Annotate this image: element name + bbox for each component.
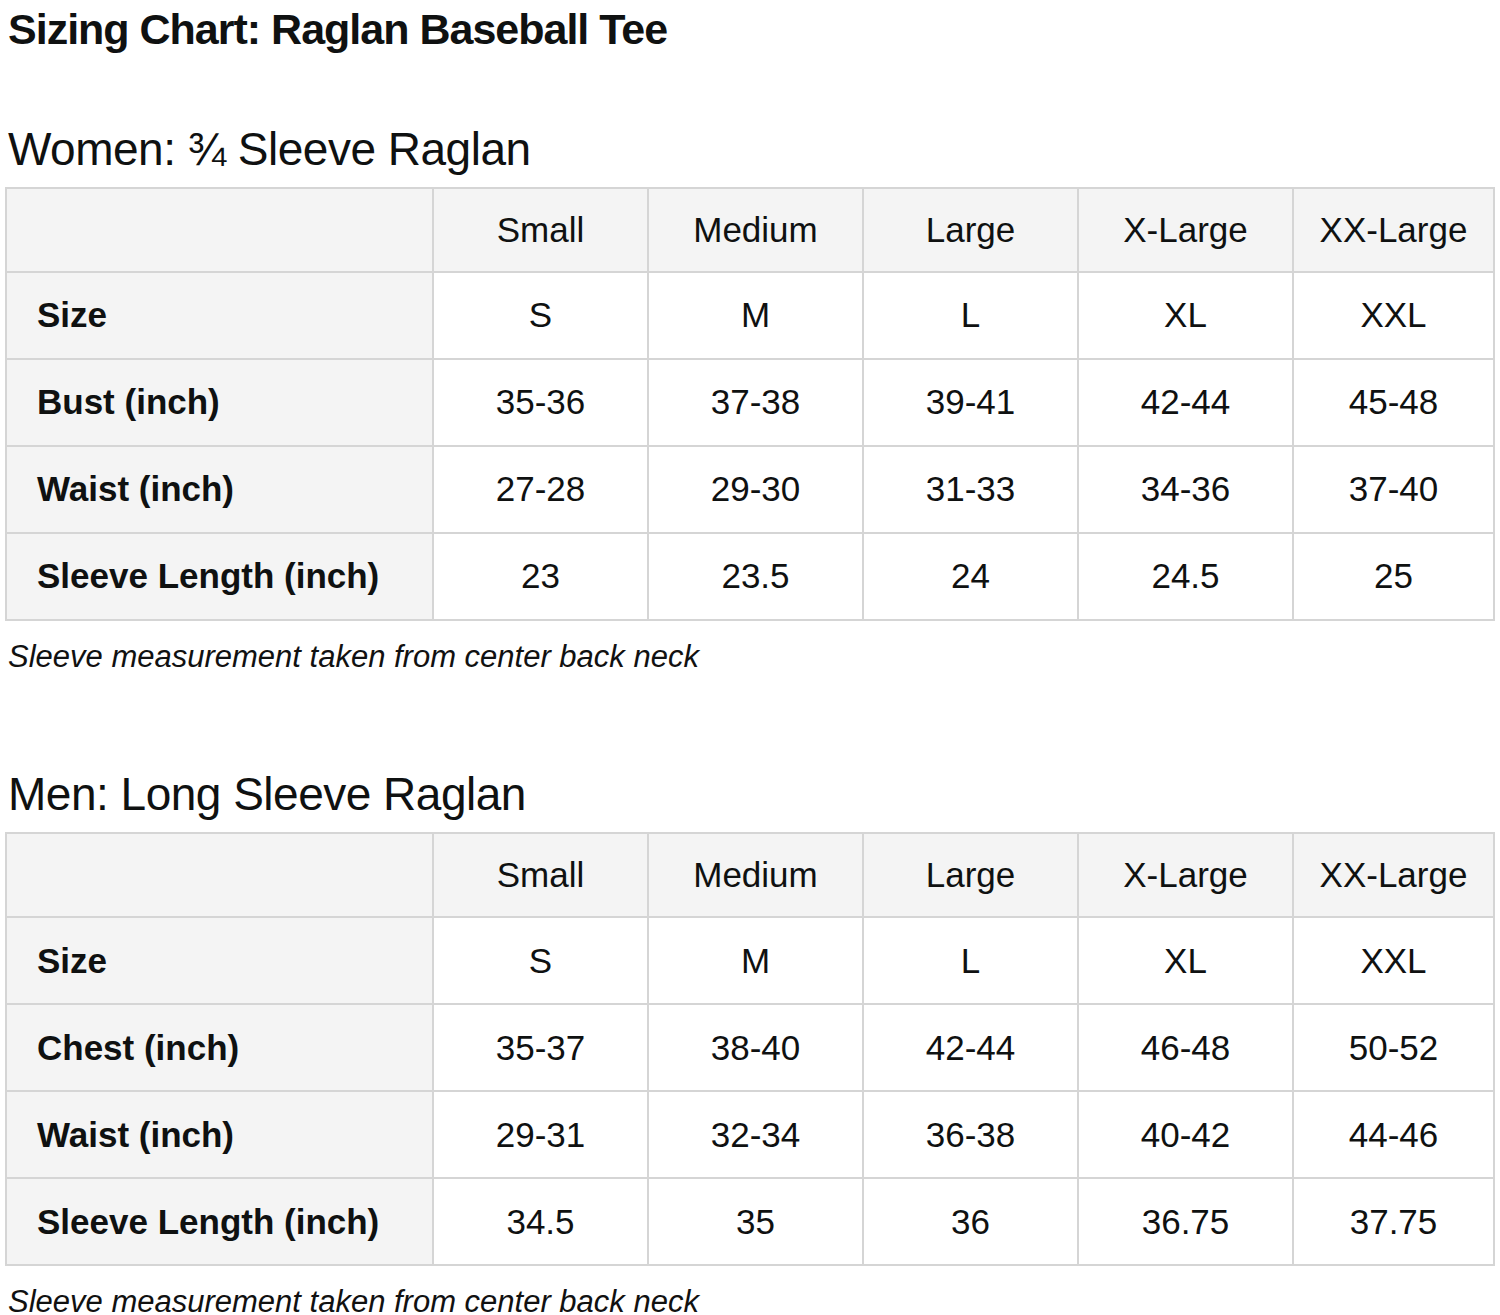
women-sleeve-row: Sleeve Length (inch) 23 23.5 24 24.5 25 [6,533,1494,620]
men-waist-row: Waist (inch) 29-31 32-34 36-38 40-42 44-… [6,1091,1494,1178]
value-cell: 34-36 [1078,446,1293,533]
row-label-sleeve: Sleeve Length (inch) [6,1178,433,1265]
value-cell: XXL [1293,917,1494,1004]
value-cell: 42-44 [1078,359,1293,446]
women-size-row: Size S M L XL XXL [6,272,1494,359]
women-bust-row: Bust (inch) 35-36 37-38 39-41 42-44 45-4… [6,359,1494,446]
page-title: Sizing Chart: Raglan Baseball Tee [5,0,1495,56]
women-table-note: Sleeve measurement taken from center bac… [5,637,1495,677]
value-cell: L [863,917,1078,1004]
row-label-bust: Bust (inch) [6,359,433,446]
value-cell: 35-36 [433,359,648,446]
row-label-size: Size [6,917,433,1004]
value-cell: XL [1078,272,1293,359]
row-label-waist: Waist (inch) [6,446,433,533]
men-section-heading: Men: Long Sleeve Raglan [5,767,1495,822]
value-cell: 23.5 [648,533,863,620]
women-sizing-table: Small Medium Large X-Large XX-Large Size… [5,187,1495,621]
men-column-header-medium: Medium [648,833,863,917]
women-section: Women: ¾ Sleeve Raglan Small Medium Larg… [5,122,1495,677]
women-column-header-xxlarge: XX-Large [1293,188,1494,272]
women-header-row: Small Medium Large X-Large XX-Large [6,188,1494,272]
row-label-chest: Chest (inch) [6,1004,433,1091]
men-column-header-xlarge: X-Large [1078,833,1293,917]
value-cell: 27-28 [433,446,648,533]
value-cell: 40-42 [1078,1091,1293,1178]
value-cell: 45-48 [1293,359,1494,446]
value-cell: 39-41 [863,359,1078,446]
women-column-header-small: Small [433,188,648,272]
value-cell: M [648,917,863,1004]
value-cell: 35 [648,1178,863,1265]
value-cell: 36.75 [1078,1178,1293,1265]
value-cell: 24.5 [1078,533,1293,620]
value-cell: L [863,272,1078,359]
women-section-heading: Women: ¾ Sleeve Raglan [5,122,1495,177]
value-cell: XL [1078,917,1293,1004]
value-cell: 37.75 [1293,1178,1494,1265]
men-sizing-table: Small Medium Large X-Large XX-Large Size… [5,832,1495,1266]
value-cell: 38-40 [648,1004,863,1091]
value-cell: 50-52 [1293,1004,1494,1091]
value-cell: 24 [863,533,1078,620]
value-cell: 36-38 [863,1091,1078,1178]
women-column-header-medium: Medium [648,188,863,272]
men-header-row: Small Medium Large X-Large XX-Large [6,833,1494,917]
men-size-row: Size S M L XL XXL [6,917,1494,1004]
value-cell: 29-30 [648,446,863,533]
men-section: Men: Long Sleeve Raglan Small Medium Lar… [5,767,1495,1315]
row-label-sleeve: Sleeve Length (inch) [6,533,433,620]
row-label-waist: Waist (inch) [6,1091,433,1178]
sizing-chart-page: Sizing Chart: Raglan Baseball Tee Women:… [0,0,1500,1315]
value-cell: 25 [1293,533,1494,620]
value-cell: 35-37 [433,1004,648,1091]
women-column-header-large: Large [863,188,1078,272]
value-cell: 46-48 [1078,1004,1293,1091]
value-cell: 37-40 [1293,446,1494,533]
value-cell: 31-33 [863,446,1078,533]
value-cell: 42-44 [863,1004,1078,1091]
value-cell: 44-46 [1293,1091,1494,1178]
men-corner-cell [6,833,433,917]
value-cell: S [433,272,648,359]
men-table-note: Sleeve measurement taken from center bac… [5,1282,1495,1315]
men-chest-row: Chest (inch) 35-37 38-40 42-44 46-48 50-… [6,1004,1494,1091]
row-label-size: Size [6,272,433,359]
women-column-header-xlarge: X-Large [1078,188,1293,272]
value-cell: 36 [863,1178,1078,1265]
women-corner-cell [6,188,433,272]
value-cell: 23 [433,533,648,620]
women-waist-row: Waist (inch) 27-28 29-30 31-33 34-36 37-… [6,446,1494,533]
men-sleeve-row: Sleeve Length (inch) 34.5 35 36 36.75 37… [6,1178,1494,1265]
men-column-header-xxlarge: XX-Large [1293,833,1494,917]
men-column-header-large: Large [863,833,1078,917]
value-cell: 34.5 [433,1178,648,1265]
value-cell: S [433,917,648,1004]
value-cell: M [648,272,863,359]
value-cell: 29-31 [433,1091,648,1178]
value-cell: 32-34 [648,1091,863,1178]
men-column-header-small: Small [433,833,648,917]
value-cell: 37-38 [648,359,863,446]
value-cell: XXL [1293,272,1494,359]
